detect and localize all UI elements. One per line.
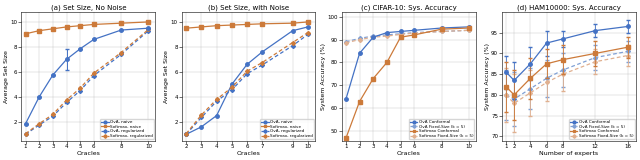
Y-axis label: Average Set Size: Average Set Size [4, 50, 9, 103]
X-axis label: Number of experts: Number of experts [540, 151, 598, 156]
Title: (a) Set Size, No Noise: (a) Set Size, No Noise [51, 4, 126, 11]
Y-axis label: Average Set Size: Average Set Size [164, 50, 170, 103]
Legend: OvA Conformal, OvA Fixed-Size (k = 5), Softmax Conformal, Softmax Fixed-Size (k : OvA Conformal, OvA Fixed-Size (k = 5), S… [569, 119, 635, 139]
X-axis label: Oracles: Oracles [76, 151, 100, 156]
Legend: OvA Conformal, OvA Fixed-Size (k = 5), Softmax Conformal, Softmax Fixed-Size (k : OvA Conformal, OvA Fixed-Size (k = 5), S… [408, 119, 474, 139]
Legend: OvA, naive, Softmax, naive, OvA, regularized, Softmax, regularized: OvA, naive, Softmax, naive, OvA, regular… [260, 119, 314, 139]
Y-axis label: System Accuracy (%): System Accuracy (%) [484, 43, 490, 110]
Title: (c) CIFAR-10: Sys. Accuracy: (c) CIFAR-10: Sys. Accuracy [361, 4, 456, 11]
X-axis label: Oracles: Oracles [237, 151, 260, 156]
Title: (b) Set Size, with Noise: (b) Set Size, with Noise [208, 4, 289, 11]
Title: (d) HAM10000: Sys. Accuracy: (d) HAM10000: Sys. Accuracy [517, 4, 621, 11]
X-axis label: Oracles: Oracles [397, 151, 420, 156]
Legend: OvA, naive, Softmax, naive, OvA, regularized, Softmax, regularized: OvA, naive, Softmax, naive, OvA, regular… [100, 119, 154, 139]
Y-axis label: System Accuracy (%): System Accuracy (%) [321, 43, 326, 110]
